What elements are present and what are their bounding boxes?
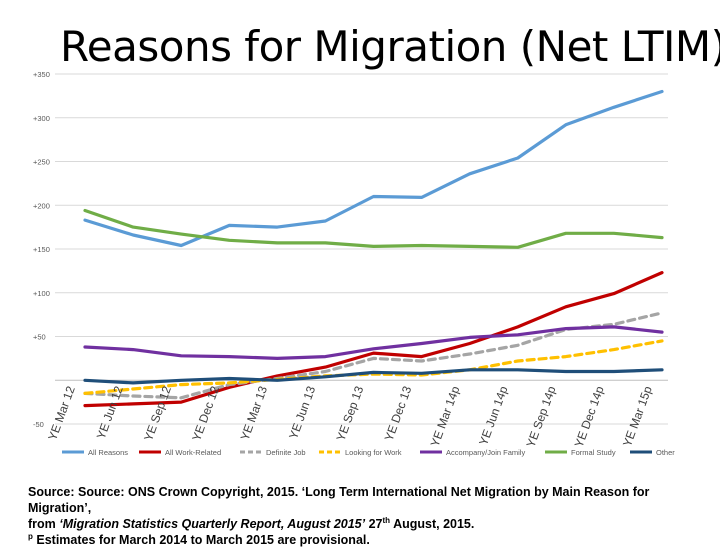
source-date-day: 27	[365, 517, 383, 531]
legend-item: Looking for Work	[319, 448, 402, 457]
legend-item: Formal Study	[545, 448, 616, 457]
series-line-accompany-join-family	[83, 325, 664, 360]
source-line-3: p Estimates for March 2014 to March 2015…	[28, 532, 708, 548]
y-tick-label: +200	[33, 201, 50, 210]
legend-label: Looking for Work	[345, 448, 402, 457]
x-tick-label: YE Jun 14p	[476, 384, 510, 447]
y-tick-label: +300	[33, 114, 50, 123]
legend-label: Definite Job	[266, 448, 306, 457]
x-tick-label: YE Dec 14p	[572, 384, 607, 449]
line-chart: -50 +50 +100 +150 +200 +250 +300 +350 YE Mar 12…	[33, 70, 675, 457]
source-line-1: Source: Source: ONS Crown Copyright, 201…	[28, 485, 650, 515]
x-tick-label: YE Mar 13	[238, 384, 271, 442]
legend-item: Definite Job	[240, 448, 306, 457]
source-note: Source: Source: ONS Crown Copyright, 201…	[28, 484, 708, 548]
provisional-marker: p	[28, 531, 33, 541]
source-line-2-prefix: from	[28, 517, 60, 531]
series-line-definite-job	[83, 311, 664, 400]
legend-item: All Reasons	[62, 448, 128, 457]
provisional-note: Estimates for March 2014 to March 2015 a…	[32, 533, 370, 547]
x-tick-label: YE Mar 12	[45, 384, 78, 442]
x-tick-label: YE Mar 15p	[620, 384, 655, 449]
legend-label: Formal Study	[571, 448, 616, 457]
y-tick-label: +50	[33, 333, 46, 342]
chart-title: Reasons for Migration (Net LTIM)	[60, 22, 720, 71]
x-tick-label: YE Jun 13	[286, 384, 318, 441]
gridlines	[55, 73, 668, 425]
y-tick-label: -50	[33, 420, 44, 429]
y-tick-label: +100	[33, 289, 50, 298]
legend-label: Accompany/Join Family	[446, 448, 525, 457]
y-tick-label: +350	[33, 70, 50, 79]
legend-label: Other	[656, 448, 675, 457]
series-line-all-reasons	[83, 89, 664, 248]
legend-item: All Work-Related	[139, 448, 221, 457]
source-date-suffix: th	[382, 515, 391, 525]
legend-label: All Work-Related	[165, 448, 221, 457]
series-line-formal-study	[83, 208, 664, 249]
x-tick-label: YE Sep 13	[334, 384, 367, 443]
x-tick-label: YE Sep 12	[141, 384, 174, 443]
y-tick-label: +250	[33, 158, 50, 167]
y-tick-label: +150	[33, 245, 50, 254]
series-lines	[83, 89, 664, 408]
legend-item: Other	[630, 448, 675, 457]
x-tick-label: YE Dec 13	[382, 384, 415, 443]
series-line-looking-for-work	[83, 339, 664, 395]
x-tick-label: YE Mar 14p	[428, 384, 463, 449]
legend-item: Accompany/Join Family	[420, 448, 525, 457]
legend-label: All Reasons	[88, 448, 128, 457]
source-date-rest: August, 2015.	[390, 517, 475, 531]
source-report-title: ‘Migration Statistics Quarterly Report, …	[59, 517, 366, 531]
source-line-2: from ‘Migration Statistics Quarterly Rep…	[28, 516, 708, 532]
legend: All Reasons All Work-Related Definite Job L…	[62, 448, 675, 457]
series-line-all-work-related	[83, 271, 664, 408]
y-axis-tick-labels: -50 +50 +100 +150 +200 +250 +300 +350	[33, 70, 50, 429]
series-line-other	[83, 368, 664, 385]
x-axis-tick-labels: YE Mar 12 YE Jun 12 YE Sep 12 YE Dec 12 YE M…	[45, 384, 655, 449]
x-tick-label: YE Sep 14p	[524, 384, 559, 449]
